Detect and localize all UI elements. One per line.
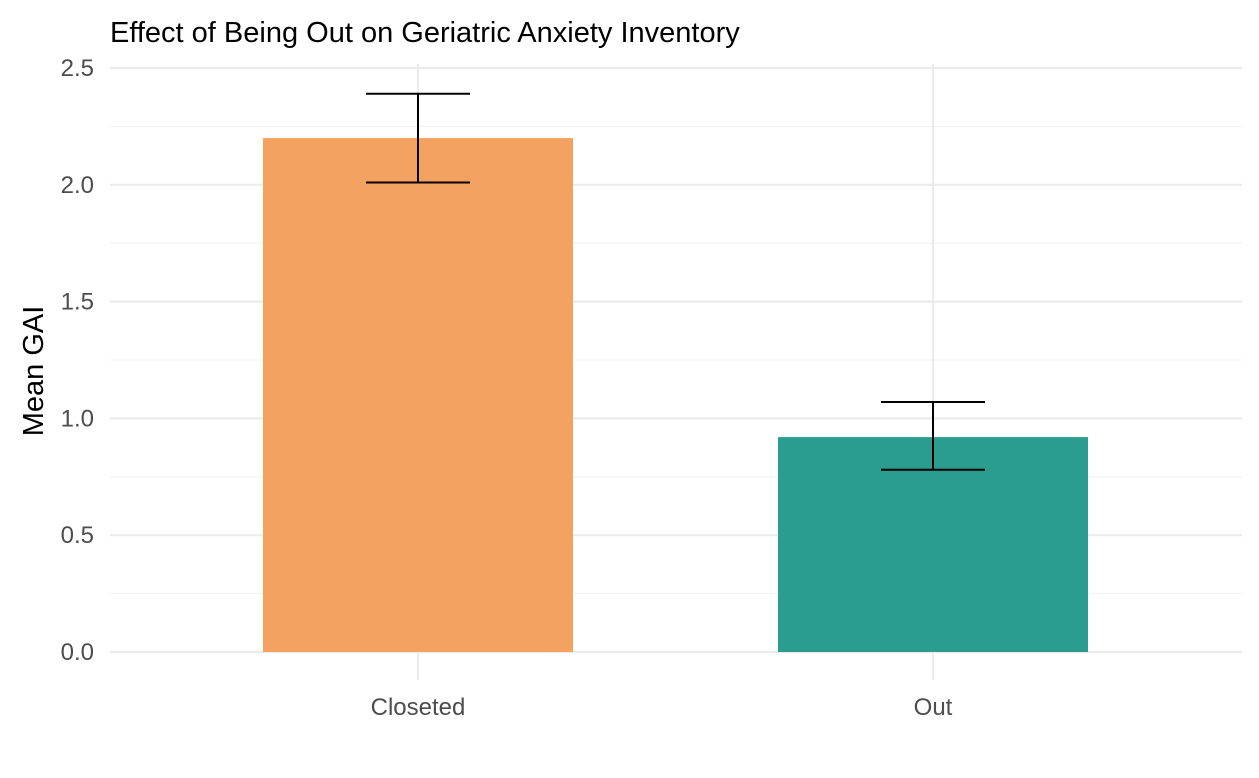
y-axis-label: Mean GAI bbox=[18, 306, 50, 437]
error-bar-out bbox=[881, 401, 985, 471]
bar-closeted bbox=[263, 138, 573, 652]
x-tick-label: Closeted bbox=[371, 694, 466, 721]
y-tick-label: 2.0 bbox=[61, 172, 94, 199]
y-tick-label: 1.0 bbox=[61, 405, 94, 432]
y-tick-label: 0.0 bbox=[61, 639, 94, 666]
bars bbox=[263, 138, 1088, 652]
y-axis-ticks: 0.0 0.5 1.0 1.5 2.0 2.5 bbox=[61, 55, 94, 666]
y-tick-label: 1.5 bbox=[61, 289, 94, 316]
x-tick-label: Out bbox=[914, 694, 953, 721]
error-bar-closeted bbox=[366, 92, 470, 184]
bar-out bbox=[778, 437, 1088, 652]
y-tick-label: 2.5 bbox=[61, 55, 94, 82]
y-tick-label: 0.5 bbox=[61, 522, 94, 549]
error-bars bbox=[366, 92, 985, 471]
x-axis-ticks: Closeted Out bbox=[371, 694, 953, 721]
chart-title: Effect of Being Out on Geriatric Anxiety… bbox=[110, 17, 740, 49]
